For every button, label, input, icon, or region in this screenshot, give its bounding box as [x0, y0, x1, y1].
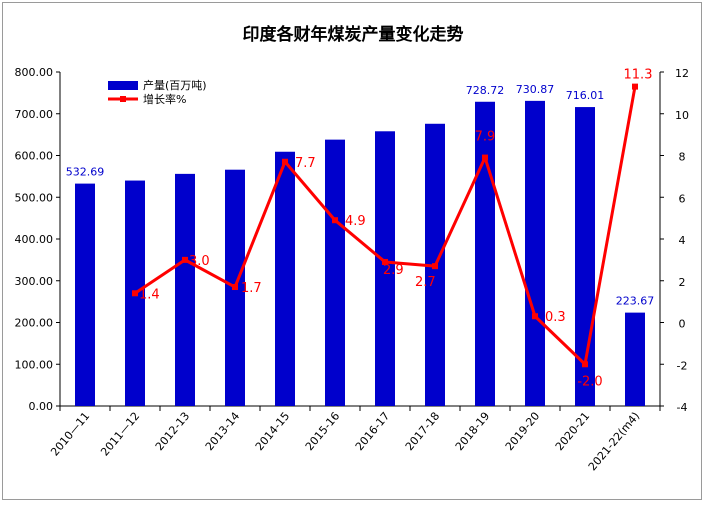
bar-data-label: 223.67 — [616, 295, 655, 308]
x-tick-label: 2015-16 — [303, 410, 343, 454]
y-right-tick-label: -4 — [677, 401, 688, 414]
bar — [475, 101, 495, 406]
y-right-tick-label: 12 — [675, 67, 689, 80]
y-left-tick-label: 800.00 — [15, 66, 54, 79]
x-tick-label: 2011—12 — [98, 410, 142, 459]
bar — [75, 183, 95, 406]
x-tick-label: 2020-21 — [553, 410, 593, 454]
x-tick-label: 2013-14 — [203, 410, 243, 454]
x-tick-label: 2018-19 — [453, 410, 493, 454]
line-point — [282, 158, 288, 165]
bar — [175, 173, 195, 406]
x-tick-label: 2021-22(m4) — [586, 410, 642, 474]
y-left-tick-label: 400.00 — [15, 233, 54, 246]
y-right-tick-label: 4 — [679, 234, 686, 247]
y-right-tick-label: 6 — [679, 192, 686, 205]
y-left-tick-label: 500.00 — [15, 191, 54, 204]
line-data-label: 7.9 — [475, 130, 496, 145]
line-data-label: 1.4 — [139, 287, 160, 302]
x-tick-label: 2019-20 — [503, 410, 543, 454]
legend-bar-label: 产量(百万吨) — [143, 78, 207, 92]
y-right-tick-label: 0 — [679, 318, 686, 331]
y-left-tick-label: 600.00 — [15, 150, 54, 163]
x-tick-label: 2014-15 — [253, 410, 293, 454]
y-right-tick-label: 10 — [675, 109, 689, 122]
bar — [525, 100, 545, 406]
line-point — [332, 217, 338, 224]
line-data-label: 3.0 — [189, 254, 210, 269]
x-tick-label: 2012-13 — [153, 410, 193, 454]
bar — [325, 139, 345, 406]
legend-bar-swatch — [108, 81, 138, 90]
line-data-label: 1.7 — [241, 281, 262, 296]
y-left-tick-label: 0.00 — [29, 400, 54, 413]
line-point — [132, 290, 138, 297]
line-point — [382, 258, 388, 265]
bar — [275, 151, 295, 406]
line-point — [582, 361, 588, 368]
legend-line-label: 增长率% — [143, 92, 186, 106]
y-left-tick-label: 300.00 — [15, 275, 54, 288]
y-left-tick-label: 700.00 — [15, 108, 54, 121]
line-data-label: 0.3 — [545, 310, 566, 325]
bar — [375, 131, 395, 406]
y-left-tick-label: 100.00 — [15, 358, 54, 371]
legend-line-marker — [120, 96, 126, 102]
y-right-tick-label: 8 — [679, 151, 686, 164]
line-point — [432, 263, 438, 270]
line-point — [232, 284, 238, 291]
line-data-label: 7.7 — [295, 156, 316, 171]
bar-data-label: 730.87 — [516, 83, 555, 96]
bar-data-label: 532.69 — [66, 166, 105, 179]
bar-data-label: 716.01 — [566, 89, 605, 102]
bar-series — [75, 100, 645, 407]
line-point — [632, 83, 638, 90]
line-data-label: 2.7 — [415, 275, 436, 290]
y-left-tick-label: 200.00 — [15, 317, 54, 330]
bar-data-label: 728.72 — [466, 84, 505, 97]
line-point — [482, 154, 488, 161]
line-series — [132, 83, 638, 368]
line-point — [182, 256, 188, 263]
line-data-label: 4.9 — [345, 214, 366, 229]
x-tick-label: 2017-18 — [403, 410, 443, 454]
legend: 产量(百万吨) 增长率% — [108, 78, 207, 106]
line-data-label: 2.9 — [383, 263, 404, 278]
x-tick-label: 2010—11 — [48, 410, 92, 459]
line-data-label: 11.3 — [624, 68, 653, 83]
y-right-tick-label: 2 — [679, 276, 686, 289]
y-right-tick-label: -2 — [677, 359, 688, 372]
chart-title: 印度各财年煤炭产量变化走势 — [243, 24, 464, 45]
x-tick-label: 2016-17 — [353, 410, 393, 454]
bar — [625, 312, 645, 406]
data-labels: 532.69 728.72 730.87 716.01 223.67 1.4 3.0 1.7 7… — [66, 68, 655, 390]
line-data-label: -2.0 — [577, 374, 602, 389]
line-point — [532, 313, 538, 320]
